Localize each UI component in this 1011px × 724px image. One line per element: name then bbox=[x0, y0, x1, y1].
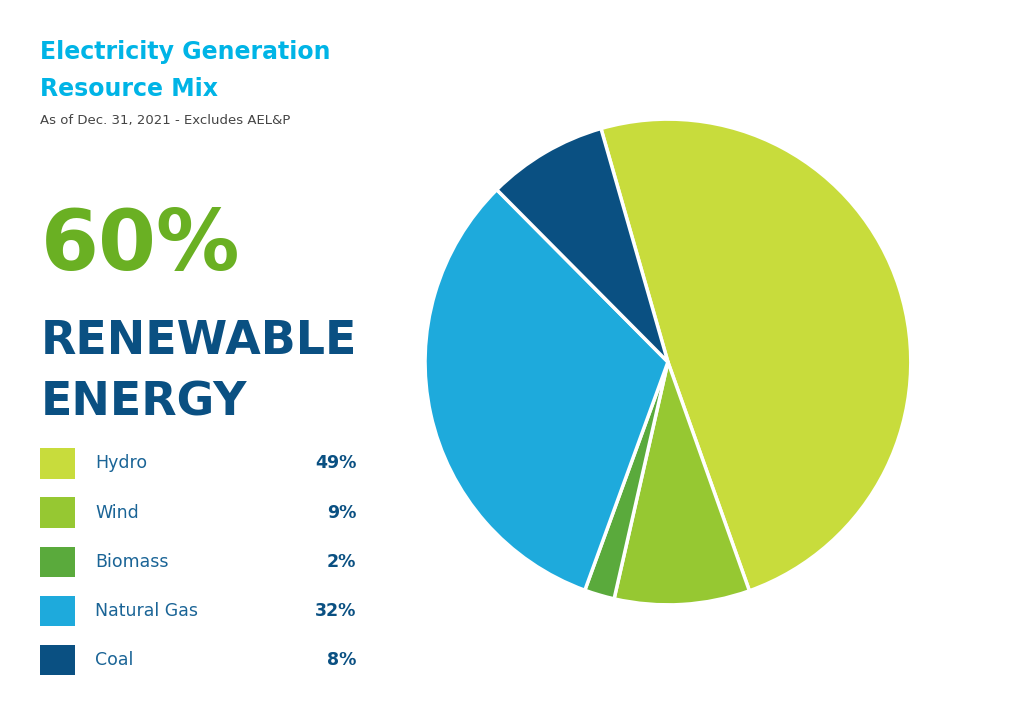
Text: Electricity Generation: Electricity Generation bbox=[40, 40, 331, 64]
FancyBboxPatch shape bbox=[40, 547, 75, 577]
FancyBboxPatch shape bbox=[40, 645, 75, 675]
Text: Wind: Wind bbox=[95, 504, 139, 521]
Text: Biomass: Biomass bbox=[95, 553, 169, 571]
Text: Coal: Coal bbox=[95, 652, 133, 669]
Wedge shape bbox=[425, 190, 667, 590]
FancyBboxPatch shape bbox=[40, 497, 75, 528]
Wedge shape bbox=[601, 119, 910, 591]
Wedge shape bbox=[584, 362, 667, 599]
Text: 49%: 49% bbox=[314, 455, 356, 472]
Text: As of Dec. 31, 2021 - Excludes AEL&P: As of Dec. 31, 2021 - Excludes AEL&P bbox=[40, 114, 290, 127]
Text: Resource Mix: Resource Mix bbox=[40, 77, 218, 101]
Text: Hydro: Hydro bbox=[95, 455, 148, 472]
Text: Natural Gas: Natural Gas bbox=[95, 602, 198, 620]
Text: 32%: 32% bbox=[314, 602, 356, 620]
Text: 2%: 2% bbox=[327, 553, 356, 571]
Text: RENEWABLE: RENEWABLE bbox=[40, 319, 357, 363]
Text: 8%: 8% bbox=[327, 652, 356, 669]
Wedge shape bbox=[614, 362, 749, 605]
Text: 9%: 9% bbox=[327, 504, 356, 521]
FancyBboxPatch shape bbox=[40, 448, 75, 479]
Wedge shape bbox=[496, 129, 667, 362]
FancyBboxPatch shape bbox=[40, 596, 75, 626]
Text: 60%: 60% bbox=[40, 206, 240, 287]
Text: ENERGY: ENERGY bbox=[40, 380, 247, 425]
